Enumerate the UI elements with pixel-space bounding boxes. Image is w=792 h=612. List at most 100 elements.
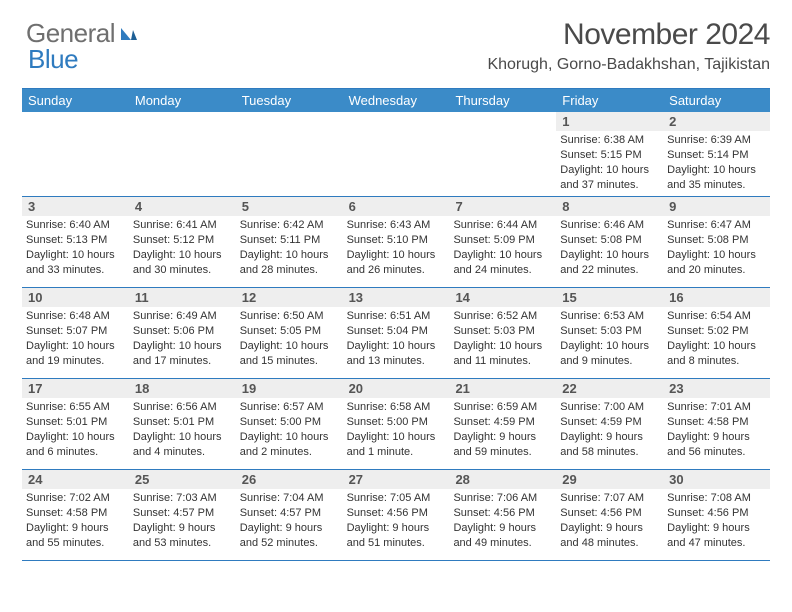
day-day2: and 6 minutes. <box>26 445 125 460</box>
page-title: November 2024 <box>487 18 770 52</box>
day-cell: 30Sunrise: 7:08 AMSunset: 4:56 PMDayligh… <box>663 470 770 560</box>
day-cell: 27 Sunrise: 7:05 AMSunset: 4:56 PMDayligh… <box>343 470 450 560</box>
day-day2: and 48 minutes. <box>560 536 659 551</box>
day-sunset: Sunset: 4:56 PM <box>560 506 659 521</box>
day-number: 5 <box>236 197 343 216</box>
day-sunset: Sunset: 5:03 PM <box>453 324 552 339</box>
weekday-wed: Wednesday <box>343 89 450 112</box>
day-day2: and 55 minutes. <box>26 536 125 551</box>
day-sunset: Sunset: 5:00 PM <box>240 415 339 430</box>
day-info: Sunrise: 6:40 AMSunset: 5:13 PMDaylight:… <box>26 218 125 277</box>
day-day2: and 47 minutes. <box>667 536 766 551</box>
day-sunset: Sunset: 5:01 PM <box>133 415 232 430</box>
day-day1: Daylight: 10 hours <box>133 430 232 445</box>
day-number: 27 <box>343 470 450 489</box>
day-day2: and 15 minutes. <box>240 354 339 369</box>
day-info: Sunrise: 6:59 AMSunset: 4:59 PMDaylight:… <box>453 400 552 459</box>
day-sunset: Sunset: 4:57 PM <box>240 506 339 521</box>
day-number: 8 <box>556 197 663 216</box>
day-day2: and 19 minutes. <box>26 354 125 369</box>
day-sunset: Sunset: 5:05 PM <box>240 324 339 339</box>
day-day2: and 56 minutes. <box>667 445 766 460</box>
day-day2: and 13 minutes. <box>347 354 446 369</box>
day-cell: 1Sunrise: 6:38 AMSunset: 5:15 PMDaylight… <box>556 112 663 196</box>
day-day2: and 33 minutes. <box>26 263 125 278</box>
day-cell: . <box>236 112 343 196</box>
day-cell: 3Sunrise: 6:40 AMSunset: 5:13 PMDaylight… <box>22 197 129 287</box>
day-day1: Daylight: 9 hours <box>26 521 125 536</box>
day-cell: 9Sunrise: 6:47 AMSunset: 5:08 PMDaylight… <box>663 197 770 287</box>
day-sunset: Sunset: 5:02 PM <box>667 324 766 339</box>
day-sunset: Sunset: 5:04 PM <box>347 324 446 339</box>
day-info: Sunrise: 6:52 AMSunset: 5:03 PMDaylight:… <box>453 309 552 368</box>
day-cell: 16Sunrise: 6:54 AMSunset: 5:02 PMDayligh… <box>663 288 770 378</box>
day-day1: Daylight: 10 hours <box>240 430 339 445</box>
day-info: Sunrise: 6:53 AMSunset: 5:03 PMDaylight:… <box>560 309 659 368</box>
day-cell: 15Sunrise: 6:53 AMSunset: 5:03 PMDayligh… <box>556 288 663 378</box>
weekday-fri: Friday <box>556 89 663 112</box>
day-day1: Daylight: 10 hours <box>667 163 766 178</box>
day-sunrise: Sunrise: 7:07 AM <box>560 491 659 506</box>
day-cell: 11Sunrise: 6:49 AMSunset: 5:06 PMDayligh… <box>129 288 236 378</box>
day-info: Sunrise: 6:56 AMSunset: 5:01 PMDaylight:… <box>133 400 232 459</box>
day-info: Sunrise: 7:07 AMSunset: 4:56 PMDaylight:… <box>560 491 659 550</box>
logo-line2: Blue <box>26 44 78 75</box>
day-sunrise: Sunrise: 6:48 AM <box>26 309 125 324</box>
day-sunrise: Sunrise: 6:39 AM <box>667 133 766 148</box>
day-number: 29 <box>556 470 663 489</box>
day-cell: 25Sunrise: 7:03 AMSunset: 4:57 PMDayligh… <box>129 470 236 560</box>
calendar: Sunday Monday Tuesday Wednesday Thursday… <box>22 89 770 561</box>
day-cell: 28 Sunrise: 7:06 AMSunset: 4:56 PMDayligh… <box>449 470 556 560</box>
day-day2: and 49 minutes. <box>453 536 552 551</box>
day-info: Sunrise: 6:50 AMSunset: 5:05 PMDaylight:… <box>240 309 339 368</box>
day-day1: Daylight: 10 hours <box>26 248 125 263</box>
weekday-sat: Saturday <box>663 89 770 112</box>
day-cell: 23Sunrise: 7:01 AMSunset: 4:58 PMDayligh… <box>663 379 770 469</box>
day-cell: 18Sunrise: 6:56 AMSunset: 5:01 PMDayligh… <box>129 379 236 469</box>
day-day1: Daylight: 9 hours <box>667 521 766 536</box>
day-sunset: Sunset: 4:59 PM <box>453 415 552 430</box>
day-cell: 20Sunrise: 6:58 AMSunset: 5:00 PMDayligh… <box>343 379 450 469</box>
day-sunrise: Sunrise: 7:01 AM <box>667 400 766 415</box>
day-sunset: Sunset: 5:07 PM <box>26 324 125 339</box>
day-number: 28 <box>449 470 556 489</box>
day-sunrise: Sunrise: 6:54 AM <box>667 309 766 324</box>
day-day2: and 22 minutes. <box>560 263 659 278</box>
day-sunrise: Sunrise: 7:06 AM <box>453 491 552 506</box>
day-sunset: Sunset: 5:06 PM <box>133 324 232 339</box>
day-sunset: Sunset: 5:01 PM <box>26 415 125 430</box>
day-number: 11 <box>129 288 236 307</box>
day-number: 22 <box>556 379 663 398</box>
day-day1: Daylight: 10 hours <box>560 339 659 354</box>
day-info: Sunrise: 7:00 AMSunset: 4:59 PMDaylight:… <box>560 400 659 459</box>
day-sunset: Sunset: 5:08 PM <box>667 233 766 248</box>
day-day1: Daylight: 9 hours <box>560 521 659 536</box>
day-day2: and 4 minutes. <box>133 445 232 460</box>
day-info: Sunrise: 7:04 AMSunset: 4:57 PMDaylight:… <box>240 491 339 550</box>
day-cell: 10Sunrise: 6:48 AMSunset: 5:07 PMDayligh… <box>22 288 129 378</box>
day-day1: Daylight: 10 hours <box>667 248 766 263</box>
day-sunrise: Sunrise: 6:59 AM <box>453 400 552 415</box>
day-sunrise: Sunrise: 6:55 AM <box>26 400 125 415</box>
day-sunset: Sunset: 4:57 PM <box>133 506 232 521</box>
day-info: Sunrise: 6:51 AMSunset: 5:04 PMDaylight:… <box>347 309 446 368</box>
day-info: Sunrise: 7:06 AMSunset: 4:56 PMDaylight:… <box>453 491 552 550</box>
day-cell: 5Sunrise: 6:42 AMSunset: 5:11 PMDaylight… <box>236 197 343 287</box>
day-number: 13 <box>343 288 450 307</box>
day-sunset: Sunset: 5:11 PM <box>240 233 339 248</box>
weekday-tue: Tuesday <box>236 89 343 112</box>
day-info: Sunrise: 7:05 AMSunset: 4:56 PMDaylight:… <box>347 491 446 550</box>
day-info: Sunrise: 6:47 AMSunset: 5:08 PMDaylight:… <box>667 218 766 277</box>
day-sunrise: Sunrise: 6:38 AM <box>560 133 659 148</box>
day-sunrise: Sunrise: 7:05 AM <box>347 491 446 506</box>
weeks-container: .....1Sunrise: 6:38 AMSunset: 5:15 PMDay… <box>22 112 770 561</box>
day-info: Sunrise: 6:54 AMSunset: 5:02 PMDaylight:… <box>667 309 766 368</box>
day-number: 26 <box>236 470 343 489</box>
day-cell: . <box>22 112 129 196</box>
day-number: 24 <box>22 470 129 489</box>
day-info: Sunrise: 6:39 AMSunset: 5:14 PMDaylight:… <box>667 133 766 192</box>
day-cell: 17Sunrise: 6:55 AMSunset: 5:01 PMDayligh… <box>22 379 129 469</box>
day-cell: . <box>449 112 556 196</box>
logo-text-2: Blue <box>28 44 78 74</box>
day-sunrise: Sunrise: 6:51 AM <box>347 309 446 324</box>
